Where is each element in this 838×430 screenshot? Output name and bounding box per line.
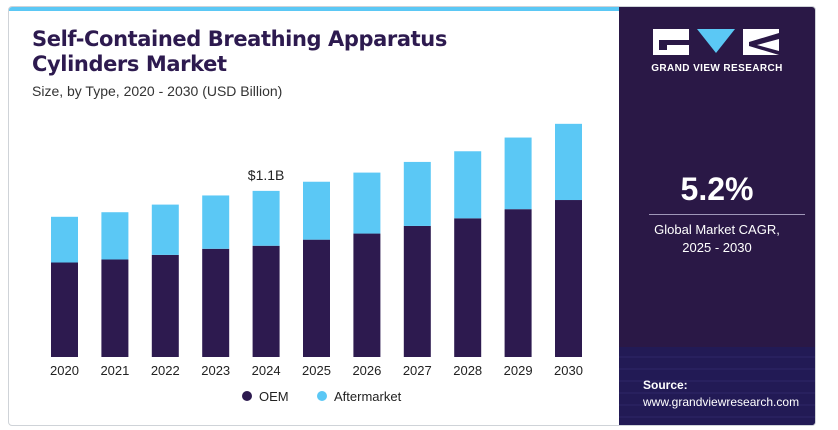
grand-view-research-logo-icon — [653, 29, 779, 55]
legend-label-aftermarket: Aftermarket — [334, 389, 402, 404]
bar-oem-2021 — [101, 259, 129, 357]
x-tick-label-2023: 2023 — [201, 363, 230, 378]
bar-oem-2030 — [555, 200, 582, 357]
source-footer — [619, 347, 815, 425]
bar-aftermarket-2030 — [555, 123, 582, 201]
x-tick-label-2024: 2024 — [252, 363, 281, 378]
cagr-label-line-1: Global Market CAGR, — [654, 222, 780, 237]
bar-aftermarket-2029 — [504, 137, 532, 210]
x-tick-label-2027: 2027 — [403, 363, 432, 378]
bar-oem-2025 — [303, 239, 330, 357]
bar-aftermarket-2023 — [202, 195, 230, 249]
x-tick-label-2026: 2026 — [352, 363, 381, 378]
chart-title-line-1: Self-Contained Breathing Apparatus — [32, 27, 447, 51]
source-label: Source: — [643, 378, 688, 392]
brand-name: GRAND VIEW RESEARCH — [651, 63, 783, 74]
bar-oem-2020 — [51, 262, 78, 357]
chart-subtitle: Size, by Type, 2020 - 2030 (USD Billion) — [32, 83, 283, 99]
bar-aftermarket-2026 — [353, 172, 381, 234]
chart-card: Self-Contained Breathing Apparatus Cylin… — [8, 6, 816, 426]
x-tick-label-2025: 2025 — [302, 363, 331, 378]
x-tick-label-2030: 2030 — [554, 363, 583, 378]
source-link[interactable]: www.grandviewresearch.com — [643, 395, 800, 409]
bar-aftermarket-2024 — [252, 190, 280, 246]
bar-aftermarket-2028 — [454, 151, 482, 219]
stacked-bar-chart: 2020 2021 2022 2023 2024 2025 2026 2027 2028 2029… — [50, 123, 583, 404]
cagr-divider — [649, 214, 805, 215]
x-tick-label-2020: 2020 — [50, 363, 79, 378]
x-tick-label-2022: 2022 — [151, 363, 180, 378]
cagr-label-line-2: 2025 - 2030 — [682, 240, 752, 255]
bar-oem-2024 — [252, 245, 280, 357]
bar-oem-2028 — [454, 218, 482, 357]
legend-swatch-oem — [242, 391, 252, 401]
bar-oem-2029 — [504, 209, 532, 357]
bar-aftermarket-2022 — [151, 204, 179, 255]
x-tick-label-2021: 2021 — [100, 363, 129, 378]
footer-texture — [619, 356, 815, 418]
chart-title-line-2: Cylinders Market — [32, 52, 227, 76]
info-panel: GRAND VIEW RESEARCH 5.2% Global Market C… — [619, 7, 815, 425]
legend-label-oem: OEM — [259, 389, 289, 404]
cagr-label: Global Market CAGR, 2025 - 2030 — [619, 221, 815, 257]
bar-aftermarket-2025 — [303, 181, 330, 240]
accent-bar — [9, 7, 619, 11]
chart-title: Self-Contained Breathing Apparatus Cylin… — [32, 27, 502, 77]
bar-aftermarket-2021 — [101, 212, 129, 260]
annotation-label: $1.1B — [248, 167, 285, 183]
bar-oem-2027 — [403, 225, 431, 357]
legend-swatch-aftermarket — [317, 391, 327, 401]
x-tick-label-2029: 2029 — [504, 363, 533, 378]
bar-aftermarket-2027 — [403, 161, 431, 226]
x-tick-label-2028: 2028 — [453, 363, 482, 378]
bar-oem-2022 — [151, 254, 179, 357]
bar-oem-2023 — [202, 248, 230, 357]
bar-aftermarket-2020 — [51, 216, 78, 263]
bar-oem-2026 — [353, 233, 381, 357]
cagr-value: 5.2% — [680, 171, 754, 207]
